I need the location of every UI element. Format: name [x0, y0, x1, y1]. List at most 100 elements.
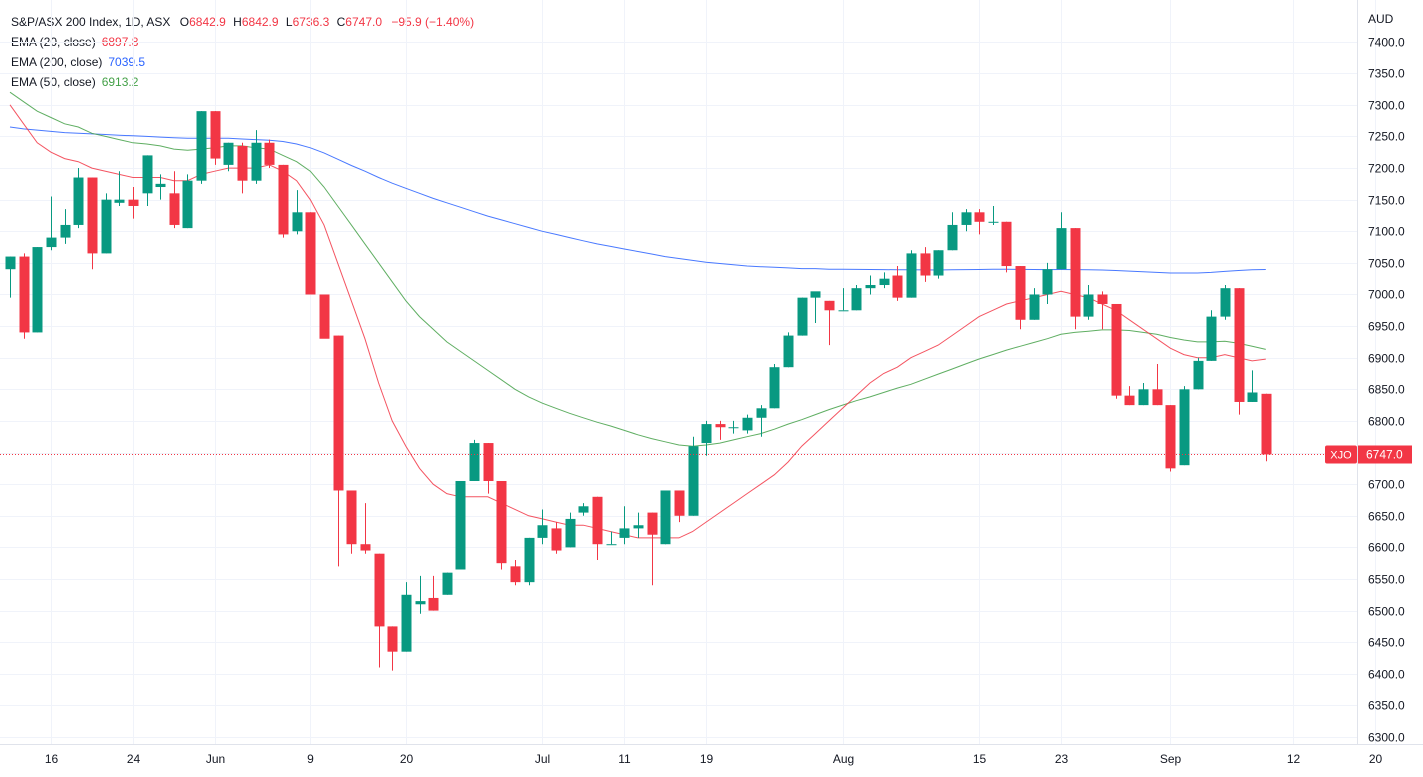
candle-body: [578, 506, 589, 513]
candle: [360, 503, 371, 554]
candle-body: [469, 443, 480, 481]
candle-body: [223, 142, 234, 165]
candle-body: [46, 237, 57, 248]
price-tick-label: 6400.0: [1368, 668, 1405, 682]
candle-body: [210, 111, 221, 159]
candle-body: [1247, 392, 1258, 402]
candle-body: [60, 224, 71, 238]
candle-body: [688, 446, 699, 516]
price-tick-label: 7250.0: [1368, 130, 1405, 144]
candle: [838, 288, 849, 312]
candle: [1261, 393, 1272, 462]
candle: [1193, 357, 1204, 390]
candle: [510, 560, 521, 586]
candle-body: [346, 490, 357, 545]
price-tick-label: 7050.0: [1368, 257, 1405, 271]
candle-body: [1083, 294, 1094, 317]
price-axis[interactable]: 6300.0 6350.0 6400.0 6450.0 6500.0 6550.0 6600…: [1368, 36, 1405, 745]
time-tick-label: 20: [400, 752, 414, 766]
candle-body: [128, 199, 139, 206]
price-tick-label: 7200.0: [1368, 162, 1405, 176]
time-tick-label: 15: [973, 752, 987, 766]
candle: [305, 212, 316, 295]
candle-body: [1261, 393, 1272, 455]
candle-body: [1179, 389, 1190, 466]
candle-body: [988, 221, 999, 223]
candle: [783, 332, 794, 368]
candle-body: [906, 253, 917, 298]
candle-body: [1029, 294, 1040, 320]
last-price-value: 6747.0: [1366, 448, 1403, 462]
candle-body: [442, 572, 453, 595]
candle: [60, 209, 71, 244]
time-axis[interactable]: 16 24 Jun 9 20 Jul 11 19 Aug 15 23 Sep 12 20: [45, 752, 1383, 766]
candle: [442, 572, 453, 595]
time-tick-label: 20: [1369, 752, 1383, 766]
time-tick-label: 12: [1287, 752, 1301, 766]
time-tick-label: 19: [700, 752, 714, 766]
candle-body: [606, 544, 617, 546]
symbol-badge: [1325, 445, 1357, 464]
candle: [524, 537, 535, 586]
candle-body: [1124, 395, 1135, 406]
symbol-title: S&P/ASX 200 Index, 1D, ASX: [11, 15, 171, 29]
candle-body: [1111, 303, 1122, 396]
candle-body: [1165, 405, 1176, 469]
price-tick-label: 7150.0: [1368, 194, 1405, 208]
candle-body: [851, 288, 862, 311]
candle: [961, 209, 972, 232]
ohlc-high-value: 6842.9: [241, 15, 279, 29]
candle-body: [73, 177, 84, 225]
candle-body: [251, 142, 262, 181]
candle: [496, 480, 507, 570]
candle: [32, 247, 43, 333]
candle-body: [292, 212, 303, 232]
candle-body: [633, 525, 644, 529]
candle: [455, 480, 466, 570]
candle-body: [483, 443, 494, 481]
ohlc-close-label: C: [336, 15, 346, 29]
candle-body: [947, 224, 958, 251]
candle-body: [769, 367, 780, 409]
candle-body: [87, 177, 98, 254]
price-tick-label: 6800.0: [1368, 415, 1405, 429]
candle-body: [592, 496, 603, 545]
candle: [674, 490, 685, 523]
candle: [128, 187, 139, 219]
candle: [469, 439, 480, 481]
candle: [251, 130, 262, 184]
candle-body: [360, 544, 371, 551]
price-tick-label: 6650.0: [1368, 510, 1405, 524]
candle: [920, 247, 931, 282]
candle: [565, 512, 576, 548]
candle: [292, 190, 303, 235]
candle: [1097, 291, 1108, 330]
candle-body: [647, 512, 658, 535]
price-tick-label: 6950.0: [1368, 320, 1405, 334]
ema50-label: EMA (50, close): [11, 75, 96, 89]
candles: [5, 111, 1272, 671]
time-tick-label: 16: [45, 752, 59, 766]
candle-body: [756, 408, 767, 418]
time-tick-label: Jul: [535, 752, 550, 766]
candle-body: [920, 253, 931, 276]
candle-body: [660, 490, 671, 545]
candle-body: [824, 300, 835, 311]
candle-body: [728, 427, 739, 429]
candle: [333, 335, 344, 567]
candle-body: [374, 553, 385, 627]
candle: [619, 506, 630, 545]
legend-ema200-row[interactable]: EMA (200, close) 7039.5: [11, 52, 474, 72]
candle: [906, 250, 917, 298]
candle: [824, 300, 835, 346]
candle: [1179, 386, 1190, 466]
candle-body: [783, 335, 794, 368]
ema200-value: 7039.5: [108, 55, 146, 69]
candle-body: [5, 256, 16, 270]
candle-body: [1152, 389, 1163, 406]
candle: [592, 496, 603, 561]
candle-body: [415, 601, 426, 605]
candle: [415, 575, 426, 614]
legend-ema50-row[interactable]: EMA (50, close) 6913.2: [11, 72, 474, 92]
